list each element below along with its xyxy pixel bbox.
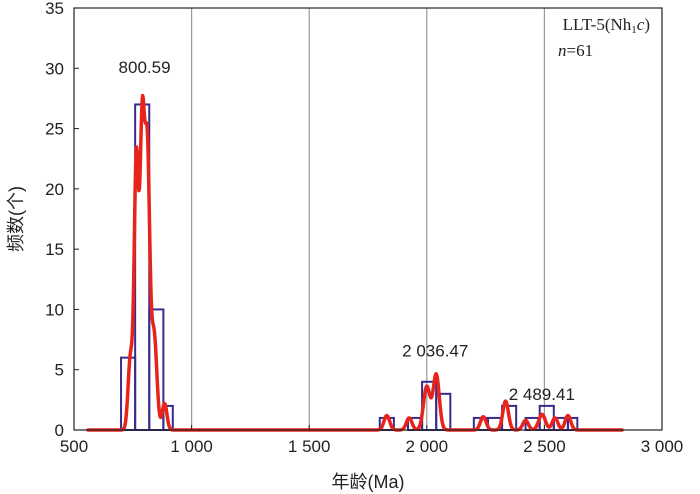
x-axis-label: 年龄(Ma) [332,472,405,492]
y-tick-label-3: 15 [45,240,64,259]
y-tick-label-2: 10 [45,300,64,319]
y-tick-label-4: 20 [45,180,64,199]
y-tick-label-5: 25 [45,120,64,139]
y-axis-label: 频数(个) [6,186,26,252]
plot-frame [73,7,663,431]
legend-sample: LLT-5(Nh1c) [563,15,650,36]
x-tick-label-4: 2 500 [523,437,566,456]
gridlines [191,8,546,430]
peak-annotation-1: 2 036.47 [402,341,468,360]
y-tick-label-7: 35 [45,0,64,18]
x-tick-label-2: 1 500 [288,437,331,456]
x-tick-label-1: 1 000 [170,437,213,456]
probability-curve [86,93,624,432]
peak-annotation-0: 800.59 [119,58,171,77]
peak-annotations: 800.59 2 036.47 2 489.41 [119,58,575,404]
y-axis-ticks: 0 5 10 15 20 25 30 35 [45,0,79,440]
histogram-bars [120,103,579,432]
legend-count: n=61 [558,41,593,60]
peak-annotation-2: 2 489.41 [509,385,575,404]
x-axis-ticks: 500 1 000 1 500 2 000 2 500 3 000 [60,425,683,456]
x-tick-label-0: 500 [60,437,88,456]
x-tick-label-3: 2 000 [406,437,449,456]
probability-density-curve [86,93,624,432]
y-tick-label-1: 5 [55,361,64,380]
x-tick-label-5: 3 000 [641,437,684,456]
y-tick-label-6: 30 [45,59,64,78]
y-tick-label-0: 0 [55,421,64,440]
